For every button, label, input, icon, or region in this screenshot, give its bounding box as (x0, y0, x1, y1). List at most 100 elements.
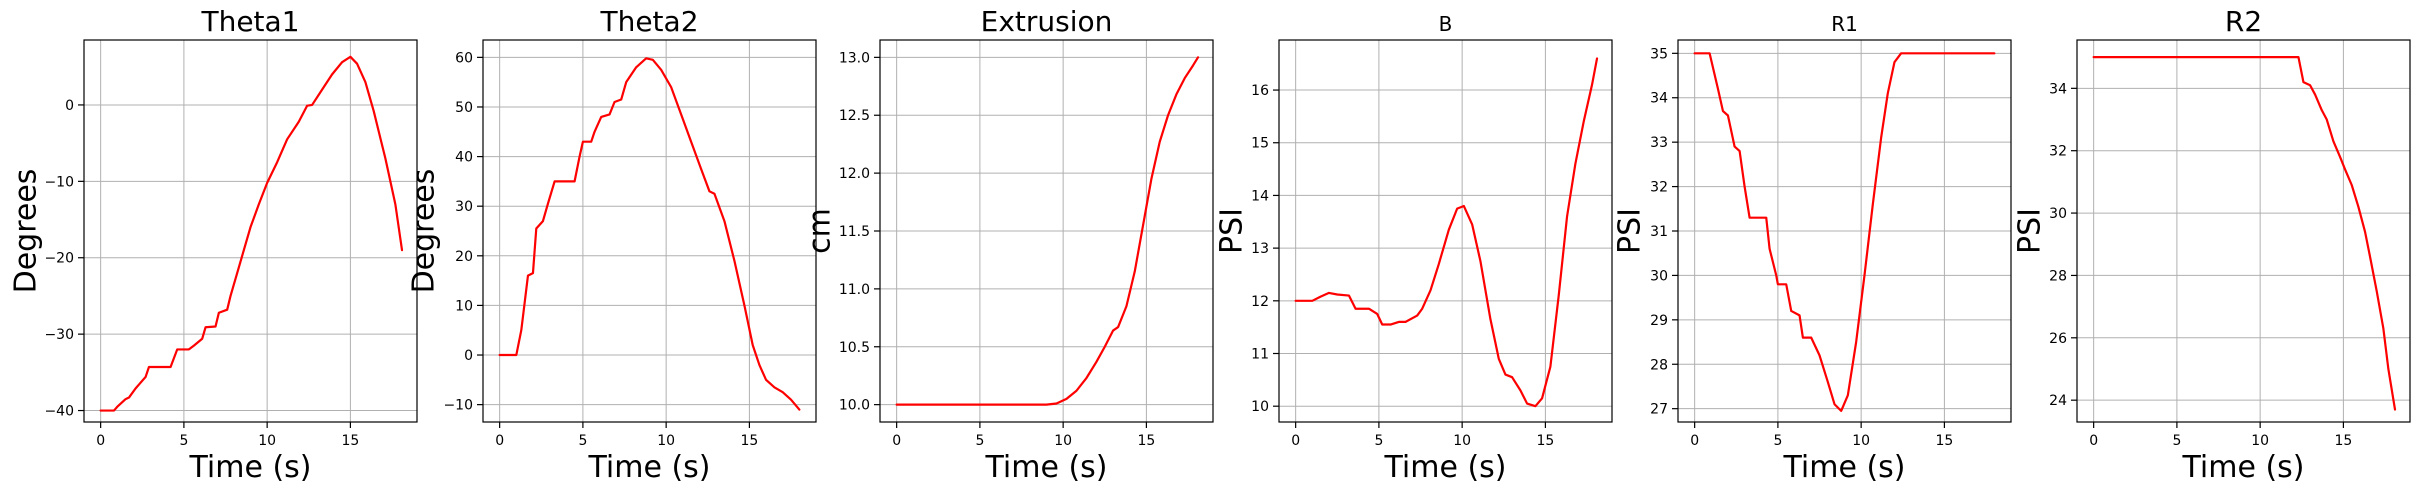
series-line (1693, 52, 1996, 412)
y-tick-label: 40 (455, 150, 473, 166)
x-tick-label: 5 (975, 433, 984, 449)
y-tick-label: 14 (1251, 188, 1269, 204)
y-tick-label: −20 (44, 251, 74, 267)
y-tick-label: 10 (1251, 399, 1269, 415)
y-tick-label: 30 (1650, 268, 1668, 284)
y-tick-label: 10.5 (839, 340, 870, 356)
chart-title: R2 (2225, 5, 2262, 38)
y-tick-label: 16 (1251, 83, 1269, 99)
y-tick-label: 34 (2049, 81, 2067, 97)
y-tick-label: 0 (65, 98, 74, 114)
x-tick-label: 0 (1690, 433, 1699, 449)
x-axis-label: Time (s) (1384, 450, 1507, 485)
x-tick-label: 5 (1773, 433, 1782, 449)
y-tick-label: 12.5 (839, 108, 870, 124)
y-tick-label: 11.5 (839, 224, 870, 240)
y-tick-label: 0 (464, 348, 473, 364)
chart-panel-5: 0 5 10 15 27 28 29 30 31 32 33 34 35 R1 Time (s) PSI (1613, 12, 2012, 485)
y-axis-label: Degrees (9, 169, 44, 294)
x-axis-label: Time (s) (2182, 450, 2305, 485)
x-tick-label: 15 (740, 433, 758, 449)
y-tick-label: −40 (44, 404, 74, 420)
x-tick-label: 15 (341, 433, 359, 449)
y-tick-label: −10 (44, 174, 74, 190)
y-tick-label: 11 (1251, 347, 1269, 363)
x-tick-label: 0 (892, 433, 901, 449)
x-tick-label: 5 (2172, 433, 2181, 449)
x-tick-label: 0 (495, 433, 504, 449)
y-tick-label: 12.0 (839, 166, 870, 182)
series-line (1294, 57, 1599, 408)
y-tick-label: −10 (443, 398, 473, 414)
plot-frame (1278, 39, 1613, 423)
x-tick-label: 15 (1536, 433, 1554, 449)
series-line (99, 55, 404, 412)
series-line (895, 56, 1200, 406)
chart-title: R1 (1831, 12, 1858, 36)
chart-title: Extrusion (981, 5, 1113, 38)
x-tick-label: 10 (1852, 433, 1870, 449)
x-tick-label: 5 (1374, 433, 1383, 449)
y-tick-label: 32 (2049, 144, 2067, 160)
x-tick-label: 10 (1453, 433, 1471, 449)
series-line (498, 57, 801, 411)
chart-panel-3: 0 5 10 15 10.0 10.5 11.0 11.5 12.0 12.5 13.0 Extrus… (803, 5, 1214, 485)
y-tick-label: 11.0 (839, 282, 870, 298)
x-tick-label: 5 (179, 433, 188, 449)
chart-panel-6: 0 5 10 15 24 26 28 30 32 34 R2 Time (s) PSI (2013, 5, 2411, 485)
y-tick-label: 12 (1251, 294, 1269, 310)
y-tick-label: 26 (2049, 331, 2067, 347)
y-tick-label: 28 (1650, 357, 1668, 373)
x-tick-label: 15 (2334, 433, 2352, 449)
x-tick-label: 15 (1935, 433, 1953, 449)
x-axis-label: Time (s) (1783, 450, 1906, 485)
chart-title: Theta1 (200, 5, 299, 38)
plot-frame (83, 39, 418, 423)
y-tick-label: 24 (2049, 393, 2067, 409)
x-tick-label: 10 (657, 433, 675, 449)
y-tick-label: 29 (1650, 313, 1668, 329)
chart-panel-4: 0 5 10 15 10 11 12 13 14 15 16 B Time (s) PSI (1215, 12, 1613, 485)
y-tick-label: 32 (1650, 180, 1668, 196)
y-tick-label: 10 (455, 298, 473, 314)
x-tick-label: 0 (2089, 433, 2098, 449)
chart-title: B (1439, 12, 1453, 36)
y-axis-label: Degrees (407, 169, 442, 294)
y-axis-label: cm (803, 208, 838, 254)
x-tick-label: 0 (1291, 433, 1300, 449)
y-tick-label: 50 (455, 100, 473, 116)
x-axis-label: Time (s) (588, 450, 711, 485)
chart-panel-1: 0 5 10 15 −40 −30 −20 −10 0 Theta1 Time (s) Degrees (9, 5, 418, 485)
y-tick-label: 31 (1650, 224, 1668, 240)
y-tick-label: 13.0 (839, 50, 870, 66)
series-line (2092, 56, 2397, 411)
x-tick-label: 10 (1054, 433, 1072, 449)
y-tick-label: 30 (2049, 206, 2067, 222)
plot-frame (2076, 39, 2411, 423)
y-tick-label: 35 (1650, 46, 1668, 62)
x-tick-label: 0 (96, 433, 105, 449)
y-axis-label: PSI (1613, 208, 1648, 254)
x-tick-label: 10 (258, 433, 276, 449)
y-tick-label: 34 (1650, 91, 1668, 107)
x-axis-label: Time (s) (189, 450, 312, 485)
y-tick-label: 20 (455, 249, 473, 265)
y-tick-label: 13 (1251, 241, 1269, 257)
chart-panel-2: 0 5 10 15 −10 0 10 20 30 40 50 60 Theta2 Time (s) Degr… (407, 5, 817, 485)
y-tick-label: 30 (455, 199, 473, 215)
x-tick-label: 15 (1137, 433, 1155, 449)
x-tick-label: 10 (2251, 433, 2269, 449)
x-tick-label: 5 (578, 433, 587, 449)
plot-frame (482, 39, 817, 423)
y-tick-label: 15 (1251, 136, 1269, 152)
y-tick-label: 60 (455, 50, 473, 66)
chart-title: Theta2 (599, 5, 698, 38)
x-axis-label: Time (s) (985, 450, 1108, 485)
y-tick-label: 33 (1650, 135, 1668, 151)
y-axis-label: PSI (1215, 208, 1250, 254)
y-tick-label: −30 (44, 327, 74, 343)
y-axis-label: PSI (2013, 208, 2048, 254)
y-tick-label: 10.0 (839, 398, 870, 414)
y-tick-label: 28 (2049, 268, 2067, 284)
